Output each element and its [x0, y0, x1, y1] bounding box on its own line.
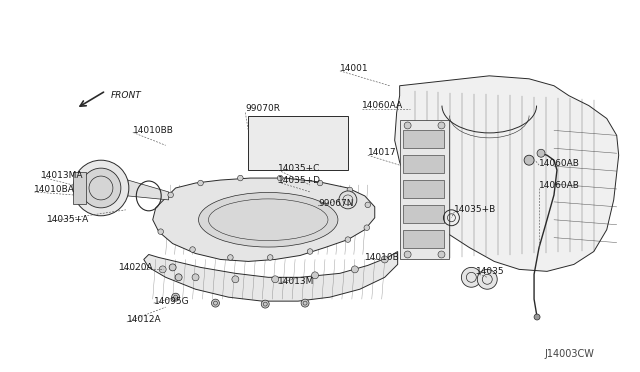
Circle shape	[312, 272, 319, 279]
Circle shape	[438, 251, 445, 258]
Text: 14013MA: 14013MA	[41, 171, 84, 180]
Polygon shape	[399, 121, 449, 259]
Text: 14020A: 14020A	[119, 263, 154, 272]
Text: 14035: 14035	[476, 267, 505, 276]
Text: 14010BB: 14010BB	[133, 126, 173, 135]
Text: FRONT: FRONT	[111, 91, 141, 100]
Circle shape	[277, 175, 283, 181]
Circle shape	[232, 276, 239, 283]
Circle shape	[228, 255, 233, 260]
Polygon shape	[248, 116, 348, 170]
Circle shape	[211, 299, 220, 307]
Circle shape	[477, 269, 497, 289]
Text: 14060AA: 14060AA	[362, 101, 403, 110]
Circle shape	[168, 192, 173, 198]
Text: 14035+D: 14035+D	[278, 176, 321, 185]
Text: 14012A: 14012A	[127, 315, 161, 324]
Text: 99067N: 99067N	[318, 199, 353, 208]
Polygon shape	[403, 155, 444, 173]
Circle shape	[169, 264, 176, 271]
Circle shape	[404, 122, 411, 129]
Circle shape	[261, 300, 269, 308]
Circle shape	[438, 122, 445, 129]
Circle shape	[73, 160, 129, 216]
Circle shape	[404, 251, 411, 258]
Circle shape	[81, 168, 121, 208]
Circle shape	[190, 247, 195, 252]
Circle shape	[301, 299, 309, 307]
Circle shape	[175, 274, 182, 281]
Circle shape	[365, 202, 371, 208]
Circle shape	[307, 249, 313, 254]
Circle shape	[317, 180, 323, 186]
Text: 14001: 14001	[340, 64, 369, 73]
Circle shape	[198, 180, 204, 186]
Circle shape	[237, 175, 243, 181]
Ellipse shape	[198, 192, 338, 247]
Text: 99070R: 99070R	[245, 104, 280, 113]
Text: 14035+B: 14035+B	[454, 205, 497, 214]
Polygon shape	[144, 251, 397, 301]
Circle shape	[268, 255, 273, 260]
Polygon shape	[403, 131, 444, 148]
Polygon shape	[395, 76, 619, 271]
Circle shape	[345, 237, 351, 243]
Text: 14010B: 14010B	[365, 253, 399, 262]
Text: 14017: 14017	[368, 148, 396, 157]
Polygon shape	[403, 230, 444, 247]
Text: 14060AB: 14060AB	[539, 159, 580, 168]
Circle shape	[461, 267, 481, 287]
Polygon shape	[403, 180, 444, 198]
Polygon shape	[153, 178, 375, 262]
Circle shape	[381, 256, 388, 263]
Text: 14013M: 14013M	[278, 277, 314, 286]
Circle shape	[537, 149, 545, 157]
Text: J14003CW: J14003CW	[544, 349, 594, 359]
Text: 14060AB: 14060AB	[539, 180, 580, 189]
Polygon shape	[73, 172, 86, 204]
Circle shape	[534, 314, 540, 320]
Circle shape	[192, 274, 199, 281]
Circle shape	[158, 229, 163, 234]
Text: 14010BA: 14010BA	[35, 186, 75, 195]
Text: 14095G: 14095G	[154, 296, 189, 306]
Polygon shape	[403, 205, 444, 223]
Text: 14035+C: 14035+C	[278, 164, 321, 173]
Circle shape	[159, 266, 166, 273]
Circle shape	[339, 191, 357, 209]
Circle shape	[272, 276, 278, 283]
Polygon shape	[128, 180, 169, 200]
Circle shape	[351, 266, 358, 273]
Circle shape	[347, 187, 353, 193]
Circle shape	[364, 225, 369, 231]
Text: 14035+A: 14035+A	[47, 215, 90, 224]
Circle shape	[172, 293, 180, 301]
Circle shape	[524, 155, 534, 165]
